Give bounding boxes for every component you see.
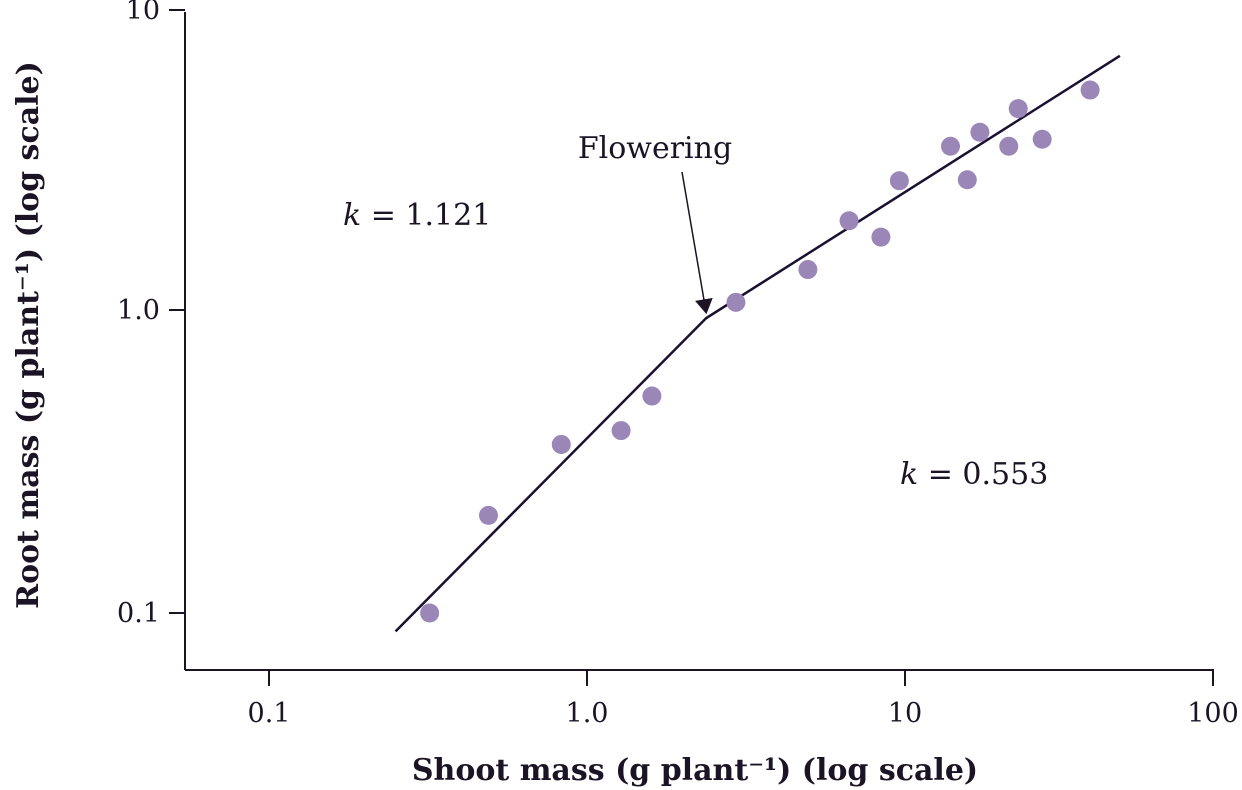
data-point — [726, 292, 746, 312]
x-tick-label: 0.1 — [248, 698, 291, 729]
slope-annotation-2: k = 0.553 — [900, 457, 1048, 492]
x-tick-label: 1.0 — [566, 698, 609, 729]
data-point — [1008, 99, 1028, 119]
y-axis-label: Root mass (g plant⁻¹) (log scale) — [11, 61, 46, 609]
k-symbol: k — [343, 198, 361, 233]
x-tick-label: 10 — [888, 698, 922, 729]
data-point — [611, 421, 631, 441]
data-point — [970, 122, 990, 142]
y-tick-label: 10 — [126, 0, 160, 26]
data-point — [999, 136, 1019, 156]
y-tick-label: 0.1 — [117, 598, 160, 629]
k-symbol: k — [900, 457, 918, 492]
data-point — [551, 434, 571, 454]
data-point — [1032, 129, 1052, 149]
fit-line — [394, 54, 1121, 633]
data-point — [940, 136, 960, 156]
k-value: = 1.121 — [361, 198, 491, 233]
flowering-annotation: Flowering — [578, 131, 732, 166]
data-point — [478, 505, 498, 525]
x-axis-label: Shoot mass (g plant⁻¹) (log scale) — [412, 753, 978, 788]
data-point — [889, 171, 909, 191]
data-point — [798, 260, 818, 280]
data-point — [1080, 80, 1100, 100]
slope-annotation-1: k = 1.121 — [343, 198, 491, 233]
x-tick-label: 100 — [1187, 698, 1239, 729]
data-point — [839, 211, 859, 231]
k-value: = 0.553 — [918, 457, 1048, 492]
data-point — [957, 170, 977, 190]
flowering-arrow — [681, 171, 713, 315]
data-point — [420, 603, 440, 623]
data-point — [871, 227, 891, 247]
y-tick-label: 1.0 — [117, 295, 160, 326]
data-point — [642, 386, 662, 406]
